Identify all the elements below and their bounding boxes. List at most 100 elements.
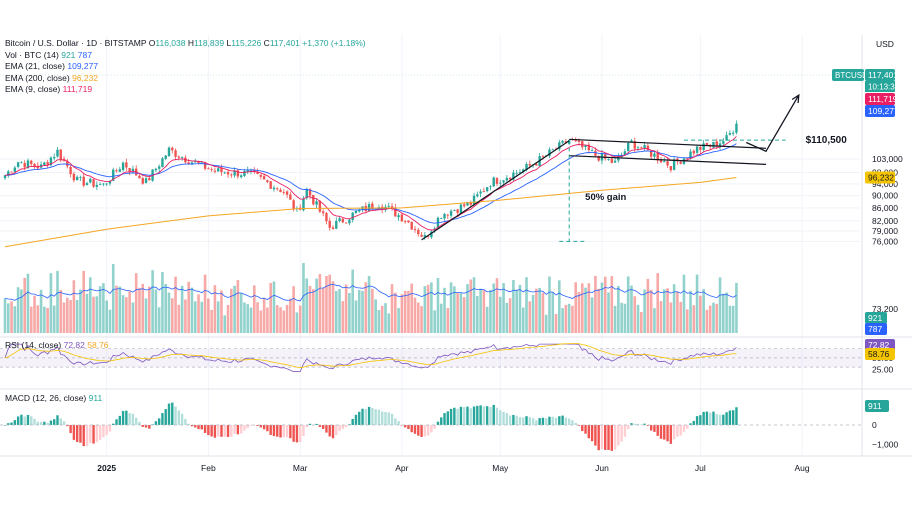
candle[interactable]: [728, 130, 732, 136]
candle[interactable]: [138, 173, 141, 179]
candle[interactable]: [453, 209, 456, 211]
candle[interactable]: [669, 166, 673, 173]
candle[interactable]: [7, 169, 10, 178]
candle[interactable]: [79, 175, 82, 181]
candle[interactable]: [410, 221, 413, 230]
candle[interactable]: [256, 168, 259, 175]
candle[interactable]: [476, 191, 479, 198]
candle[interactable]: [259, 174, 263, 180]
candle[interactable]: [443, 212, 446, 221]
candle[interactable]: [640, 146, 643, 150]
candle[interactable]: [272, 185, 276, 192]
candle[interactable]: [56, 147, 59, 158]
candle[interactable]: [397, 212, 400, 221]
indicator-row[interactable]: EMA (9, close) 111,719: [5, 84, 366, 96]
candle[interactable]: [344, 222, 348, 224]
candle[interactable]: [89, 177, 92, 184]
candle[interactable]: [154, 167, 158, 173]
candle[interactable]: [420, 232, 423, 238]
candle[interactable]: [561, 139, 564, 145]
candle[interactable]: [98, 182, 102, 186]
candle[interactable]: [587, 141, 591, 154]
candle[interactable]: [479, 189, 482, 198]
candle[interactable]: [312, 194, 315, 206]
candle[interactable]: [679, 161, 682, 165]
candle[interactable]: [341, 217, 345, 224]
candle[interactable]: [190, 160, 194, 166]
candle[interactable]: [75, 175, 79, 181]
candle[interactable]: [338, 216, 341, 223]
candle[interactable]: [361, 206, 364, 213]
candle[interactable]: [10, 171, 13, 173]
candle[interactable]: [39, 161, 43, 170]
candle[interactable]: [135, 165, 138, 176]
candle[interactable]: [712, 141, 715, 149]
candle[interactable]: [413, 225, 417, 233]
candle[interactable]: [646, 142, 650, 152]
candle[interactable]: [403, 219, 407, 224]
candle[interactable]: [253, 167, 256, 175]
candle[interactable]: [699, 144, 702, 154]
candle[interactable]: [315, 198, 318, 209]
candle[interactable]: [692, 149, 695, 157]
candle[interactable]: [53, 153, 56, 161]
candle[interactable]: [144, 176, 148, 184]
candle[interactable]: [331, 225, 335, 230]
candle[interactable]: [118, 166, 121, 173]
candle[interactable]: [335, 217, 338, 230]
candle[interactable]: [210, 167, 213, 172]
candle[interactable]: [558, 139, 561, 152]
candle[interactable]: [676, 157, 679, 165]
candle[interactable]: [367, 201, 371, 212]
candle[interactable]: [279, 187, 282, 193]
candle[interactable]: [66, 158, 69, 169]
candle[interactable]: [505, 174, 509, 182]
candle[interactable]: [423, 231, 427, 240]
candle[interactable]: [449, 209, 453, 219]
candle[interactable]: [548, 147, 551, 158]
candle[interactable]: [43, 161, 46, 166]
candle[interactable]: [121, 161, 125, 172]
candle[interactable]: [167, 146, 171, 157]
candle[interactable]: [417, 227, 420, 237]
candle[interactable]: [682, 158, 686, 166]
candle[interactable]: [695, 144, 699, 156]
candle[interactable]: [456, 209, 459, 216]
candle[interactable]: [246, 166, 249, 175]
candle[interactable]: [30, 159, 33, 167]
candle[interactable]: [20, 160, 23, 164]
candle[interactable]: [62, 156, 66, 162]
candle[interactable]: [446, 213, 449, 220]
indicator-row[interactable]: Vol · BTC (14) 921 787: [5, 50, 366, 62]
candle[interactable]: [584, 144, 587, 151]
candle[interactable]: [69, 165, 72, 178]
candle[interactable]: [226, 169, 230, 178]
candle[interactable]: [217, 165, 220, 172]
candle[interactable]: [85, 181, 89, 186]
candle[interactable]: [672, 156, 676, 171]
candle[interactable]: [33, 163, 36, 169]
candle[interactable]: [105, 182, 108, 186]
candle[interactable]: [318, 200, 322, 213]
candle[interactable]: [725, 131, 728, 141]
candle[interactable]: [161, 156, 164, 168]
candle[interactable]: [636, 145, 640, 152]
candle[interactable]: [485, 187, 489, 193]
channel-lower-line[interactable]: [569, 155, 767, 165]
candle[interactable]: [607, 158, 610, 161]
candle[interactable]: [499, 179, 502, 187]
candle[interactable]: [49, 156, 53, 167]
candle[interactable]: [381, 204, 384, 214]
candle[interactable]: [731, 130, 735, 136]
candle[interactable]: [512, 169, 515, 182]
candle[interactable]: [223, 171, 226, 175]
candle[interactable]: [371, 201, 374, 211]
candle[interactable]: [171, 146, 174, 154]
candle[interactable]: [430, 230, 433, 239]
candle[interactable]: [551, 148, 554, 151]
candle[interactable]: [364, 202, 367, 213]
candle[interactable]: [269, 181, 272, 189]
candle[interactable]: [440, 217, 443, 220]
candle[interactable]: [709, 143, 712, 150]
candle[interactable]: [148, 175, 151, 181]
